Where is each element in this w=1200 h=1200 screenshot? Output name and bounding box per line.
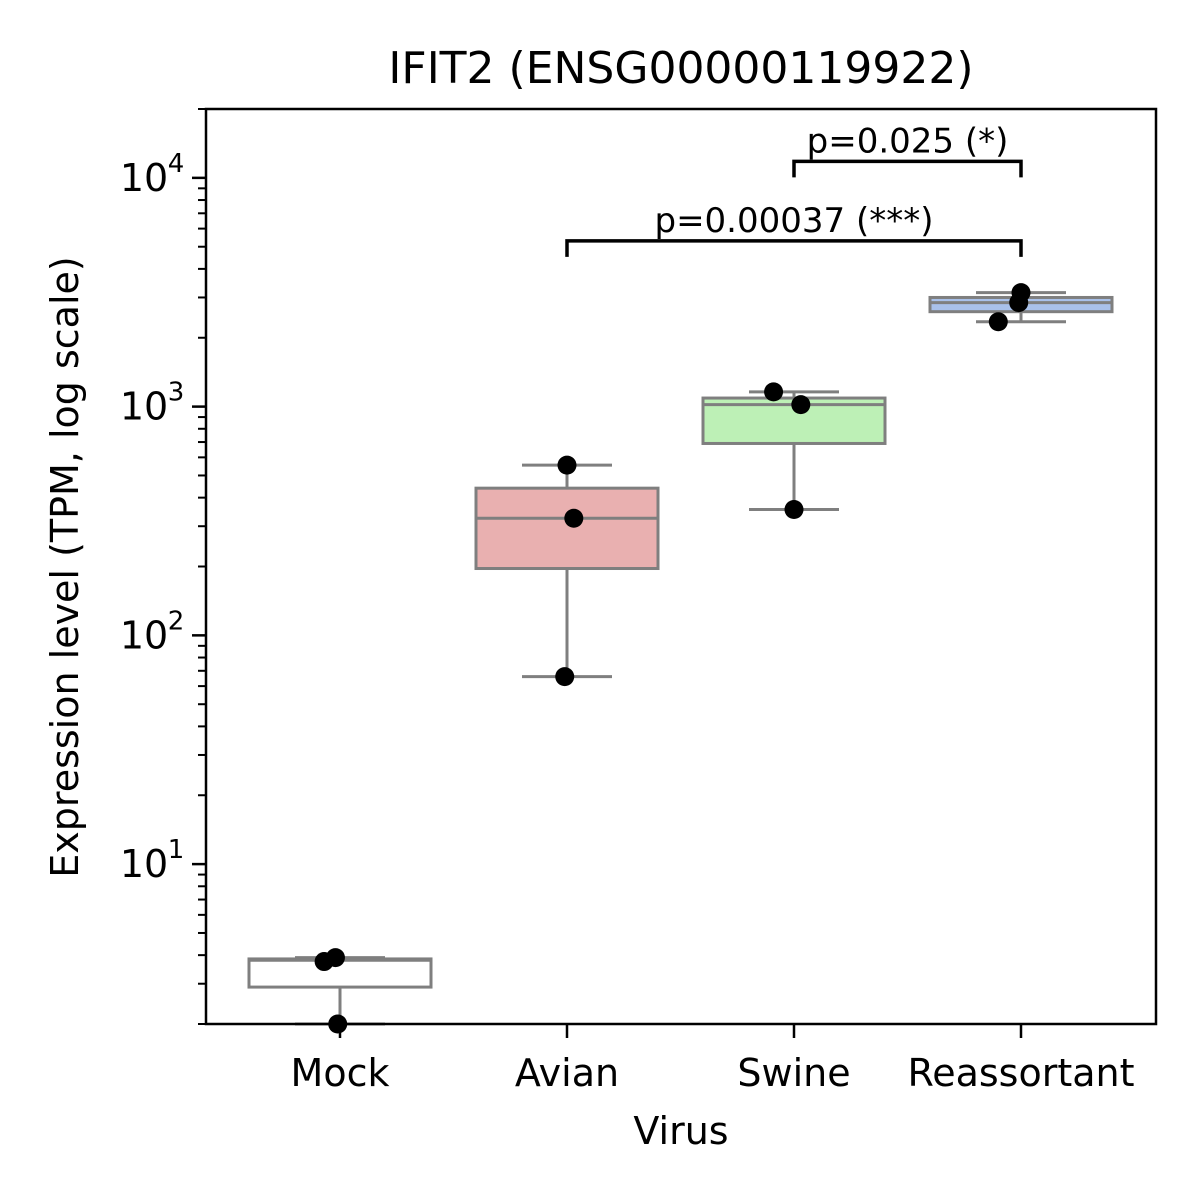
box-avian <box>474 463 660 679</box>
x-tick-label: Reassortant <box>908 1051 1135 1095</box>
x-tick-label: Avian <box>515 1051 619 1095</box>
x-tick-label: Mock <box>291 1051 390 1095</box>
data-point-mock <box>325 948 345 968</box>
data-point-avian <box>555 667 575 687</box>
box-mock <box>247 956 433 1026</box>
data-point-swine <box>784 499 804 519</box>
significance-bracket: p=0.00037 (***) <box>565 201 1023 257</box>
bracket-line <box>565 239 1023 257</box>
y-tick-label: 10 <box>120 842 168 886</box>
significance-label: p=0.025 (*) <box>807 121 1009 161</box>
box-iqr <box>474 486 660 571</box>
data-point-swine <box>764 382 784 402</box>
x-tick-label: Swine <box>737 1051 850 1095</box>
significance-label: p=0.00037 (***) <box>654 201 933 241</box>
y-tick-exponent: 1 <box>168 835 185 865</box>
data-point-reassortant <box>988 312 1008 332</box>
data-point-reassortant <box>1011 283 1031 303</box>
y-tick-label: 10 <box>120 385 168 429</box>
data-point-swine <box>791 395 811 415</box>
chart-title: IFIT2 (ENSG00000119922) <box>388 43 973 94</box>
y-tick-exponent: 2 <box>168 606 185 636</box>
bracket-line <box>792 159 1023 178</box>
y-tick-label: 10 <box>120 613 168 657</box>
y-tick-label: 10 <box>120 156 168 200</box>
x-axis-label: Virus <box>633 1109 728 1153</box>
y-tick-exponent: 3 <box>168 378 185 408</box>
significance-bracket: p=0.025 (*) <box>792 121 1023 178</box>
y-axis-label: Expression level (TPM, log scale) <box>43 256 87 877</box>
y-tick-exponent: 4 <box>168 149 185 179</box>
data-point-avian <box>557 455 577 475</box>
data-point-avian <box>564 508 584 528</box>
plot-frame <box>204 107 1158 1026</box>
